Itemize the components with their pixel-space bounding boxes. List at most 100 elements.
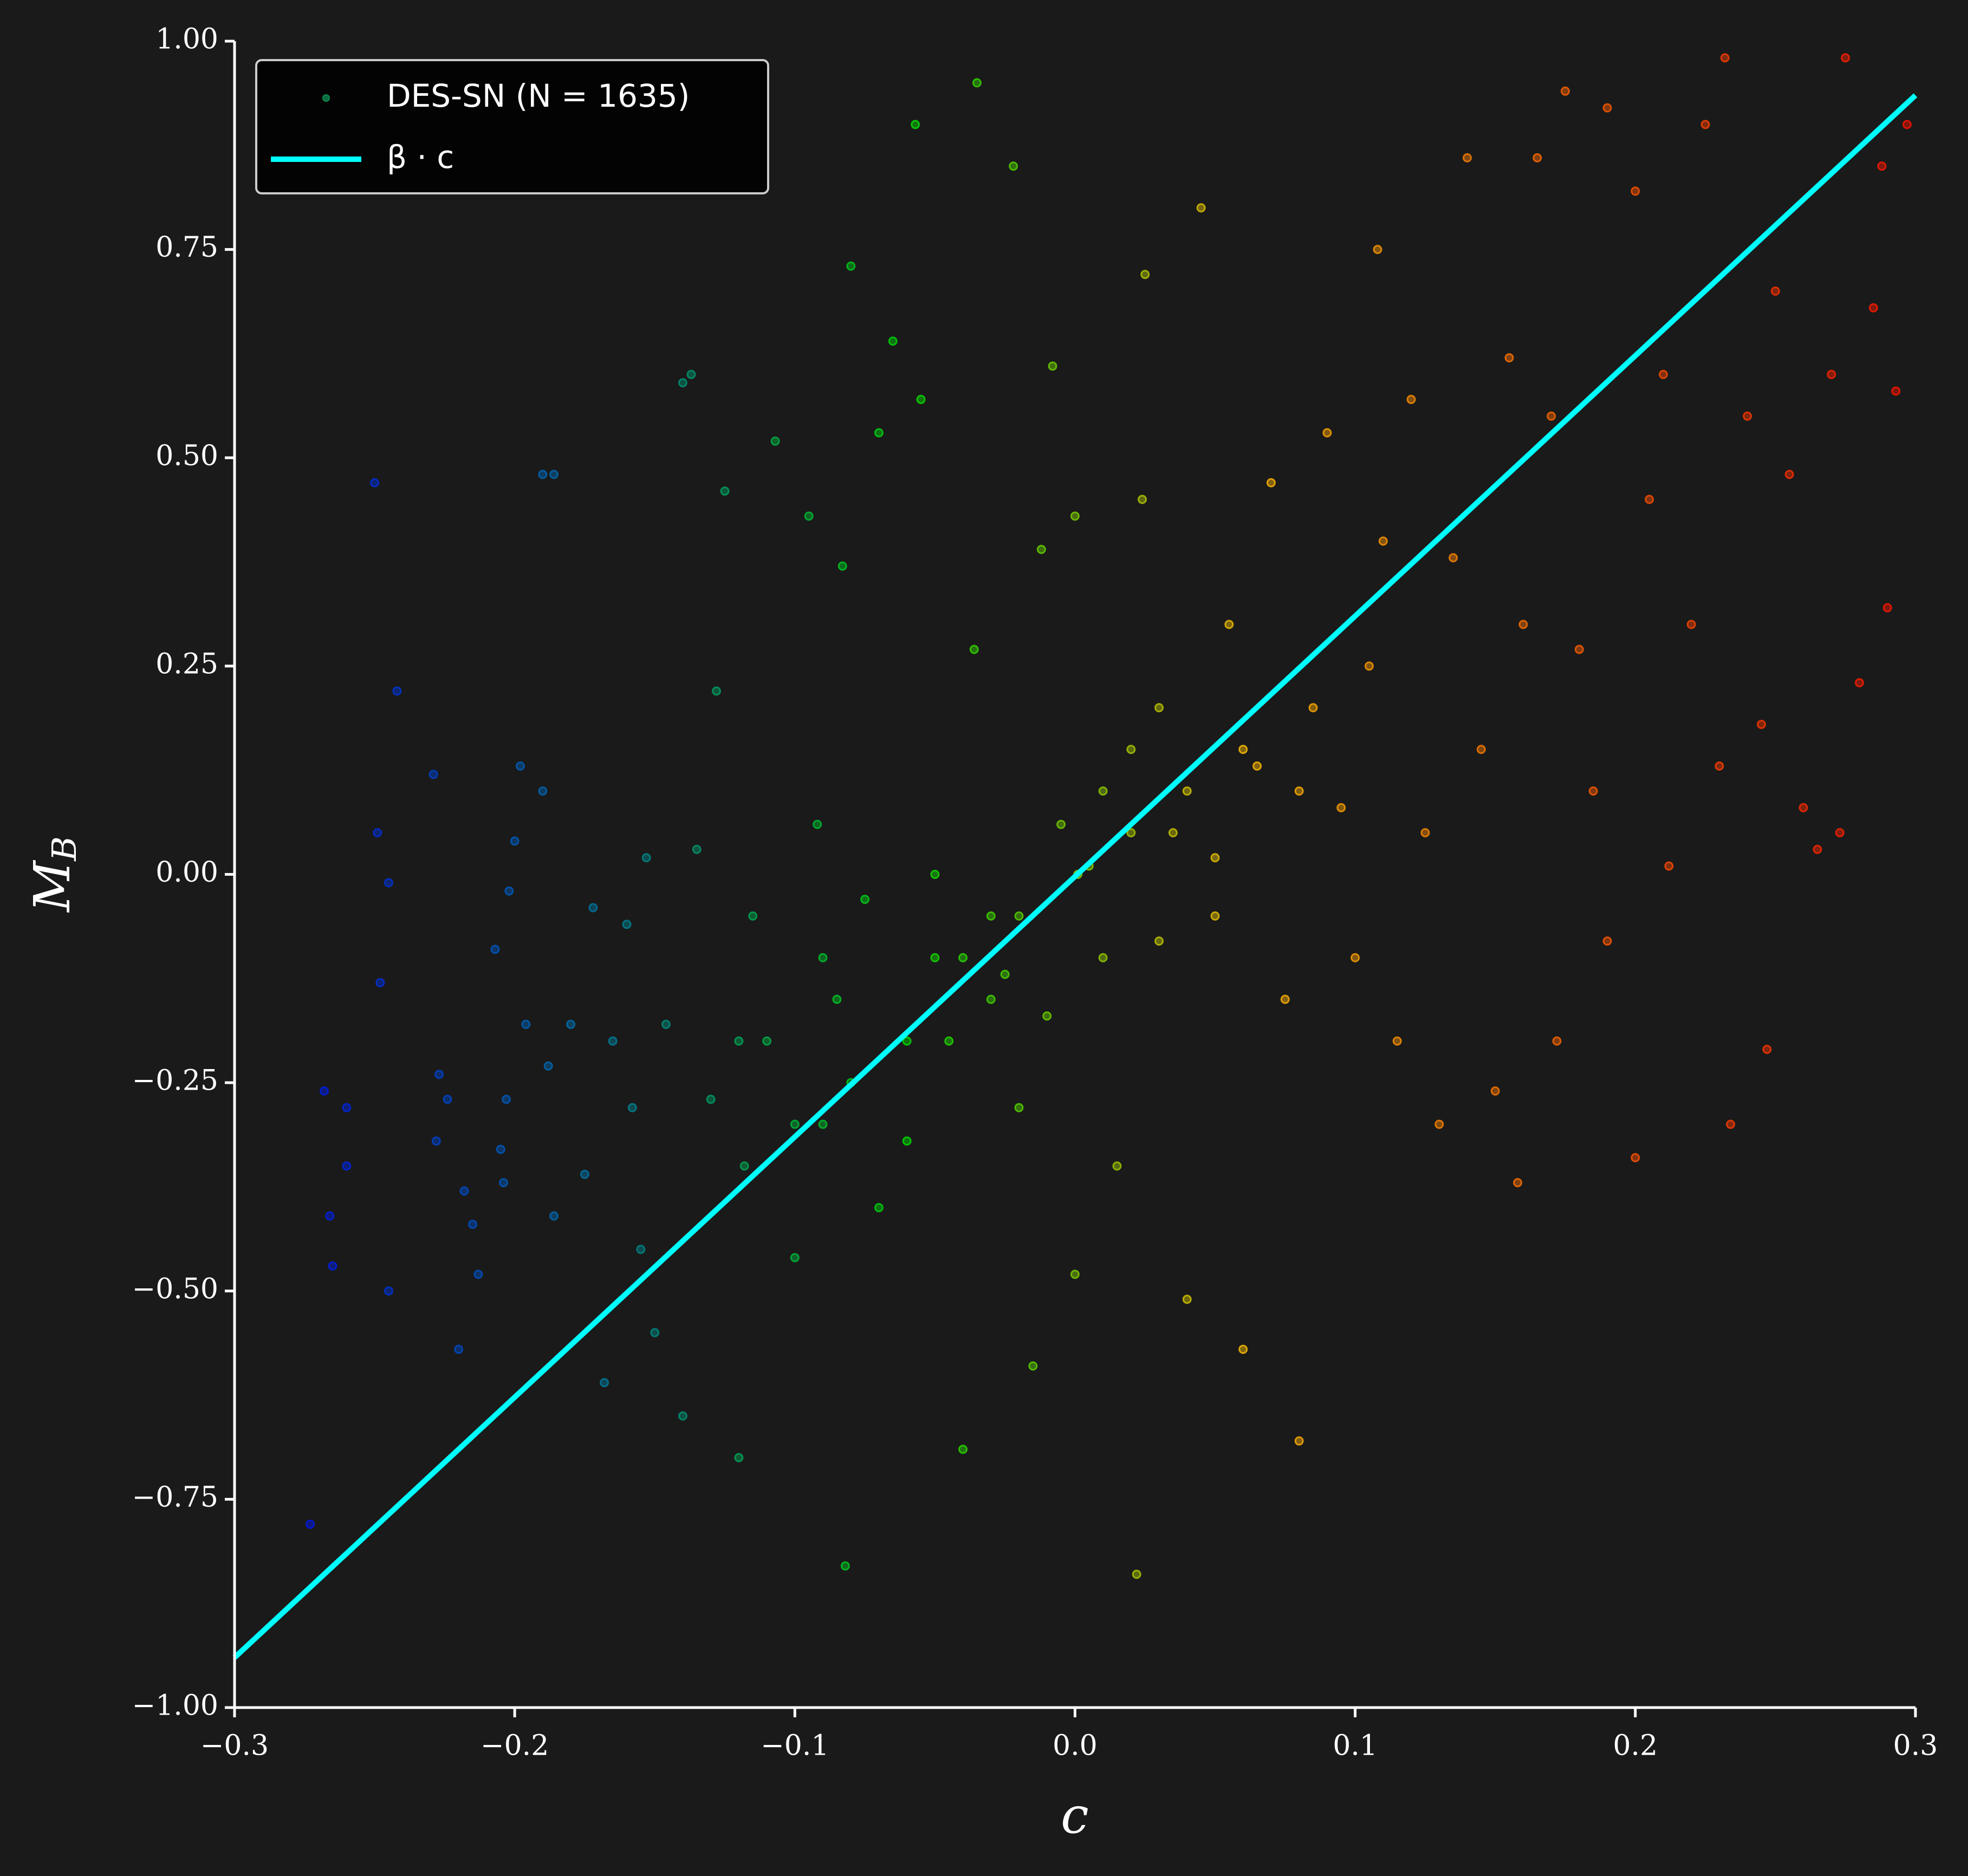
scatter-point <box>1182 786 1192 796</box>
scatter-point <box>1154 703 1164 713</box>
scatter-point <box>342 1161 352 1171</box>
scatter-point <box>1762 1045 1772 1054</box>
scatter-point <box>502 1095 511 1104</box>
scatter-point <box>1434 1119 1444 1129</box>
scatter-point <box>1308 703 1318 713</box>
scatter-point <box>1126 828 1136 838</box>
scatter-point <box>1726 1119 1736 1129</box>
scatter-point <box>986 994 996 1004</box>
scatter-point <box>1336 803 1346 812</box>
scatter-point <box>1392 1036 1402 1046</box>
legend-label: DES-SN (N = 1635) <box>387 77 690 114</box>
scatter-point <box>1490 1086 1500 1096</box>
scatter-point <box>373 828 382 838</box>
scatter-point <box>916 395 926 405</box>
scatter-point <box>636 1245 646 1254</box>
scatter-point <box>818 1119 828 1129</box>
scatter-point <box>538 786 548 796</box>
scatter-point <box>1770 286 1780 296</box>
scatter-point <box>1098 953 1108 962</box>
scatter-point <box>969 644 979 654</box>
scatter-point <box>930 953 940 962</box>
scatter-point <box>496 1144 505 1154</box>
scatter-point <box>1700 120 1710 129</box>
scatter-point <box>1168 828 1178 838</box>
scatter-point <box>1574 644 1584 654</box>
scatter-point <box>1042 1011 1052 1021</box>
scatter-point <box>1891 386 1901 396</box>
scatter-point <box>1322 428 1332 438</box>
scatter-point <box>384 1286 393 1296</box>
scatter-point <box>468 1220 478 1229</box>
y-tick-label: 0.00 <box>155 856 218 889</box>
scatter-point <box>944 1036 954 1046</box>
scatter-point <box>1835 828 1844 838</box>
scatter-point <box>1743 411 1752 421</box>
scatter-point <box>1140 270 1150 279</box>
scatter-point <box>902 1036 912 1046</box>
scatter-point <box>454 1344 464 1354</box>
x-tick-label: 0.0 <box>1053 1730 1097 1762</box>
scatter-point <box>1210 853 1220 863</box>
scatter-point <box>874 1203 884 1213</box>
scatter-point <box>1476 745 1486 754</box>
scatter-point <box>1126 745 1136 754</box>
scatter-point <box>1463 153 1472 162</box>
scatter-point <box>1014 911 1024 921</box>
scatter-point <box>392 686 402 696</box>
scatter-point <box>370 478 380 487</box>
scatter-point <box>1238 1344 1248 1354</box>
scatter-point <box>319 1086 329 1096</box>
y-axis-label-main: M <box>23 859 81 913</box>
scatter-point <box>1827 369 1836 379</box>
scatter-point <box>543 1061 553 1071</box>
scatter-point <box>874 428 884 438</box>
scatter-point <box>1631 1153 1640 1163</box>
scatter-point <box>1056 819 1066 829</box>
scatter-point <box>1664 861 1674 871</box>
scatter-point <box>739 1161 749 1171</box>
scatter-point <box>498 1178 508 1188</box>
scatter-point <box>1877 161 1887 171</box>
scatter-point <box>958 1444 968 1454</box>
scatter-point <box>600 1378 609 1388</box>
scatter-point <box>588 903 598 913</box>
scatter-point <box>1238 745 1248 754</box>
scatter-point <box>434 1070 444 1079</box>
x-tick-label: −0.2 <box>480 1730 549 1762</box>
scatter-point <box>1014 1103 1024 1112</box>
y-tick-label: −0.25 <box>132 1065 218 1097</box>
scatter-point <box>443 1095 452 1104</box>
scatter-point <box>1513 1178 1523 1188</box>
scatter-point <box>661 1019 671 1029</box>
scatter-point <box>790 1119 800 1129</box>
scatter-point <box>1098 786 1108 796</box>
scatter-point <box>712 686 722 696</box>
scatter-point <box>1112 1161 1122 1171</box>
scatter-point <box>1798 803 1808 812</box>
scatter-point <box>1784 470 1794 479</box>
x-tick-label: −0.3 <box>200 1730 269 1762</box>
y-tick-label: 0.25 <box>155 648 218 680</box>
x-tick-label: 0.2 <box>1613 1730 1658 1762</box>
scatter-point <box>770 436 780 446</box>
scatter-point <box>521 1019 531 1029</box>
scatter-point <box>1373 245 1382 255</box>
scatter-point <box>1048 361 1057 371</box>
scatter-point <box>1449 553 1458 563</box>
scatter-point <box>428 770 438 779</box>
scatter-point <box>1365 661 1374 671</box>
scatter-point <box>958 953 968 962</box>
scatter-point <box>1588 786 1598 796</box>
scatter-point <box>459 1186 469 1196</box>
y-tick-label: 0.75 <box>155 231 218 264</box>
scatter-point <box>1028 1361 1038 1371</box>
scatter-point <box>549 470 559 479</box>
y-axis-label-sub: B <box>44 836 84 862</box>
scatter-point <box>580 1169 589 1179</box>
y-tick-label: −0.75 <box>132 1481 218 1514</box>
scatter-point <box>549 1211 559 1221</box>
scatter-point <box>1252 761 1262 771</box>
scatter-point <box>1561 86 1570 96</box>
